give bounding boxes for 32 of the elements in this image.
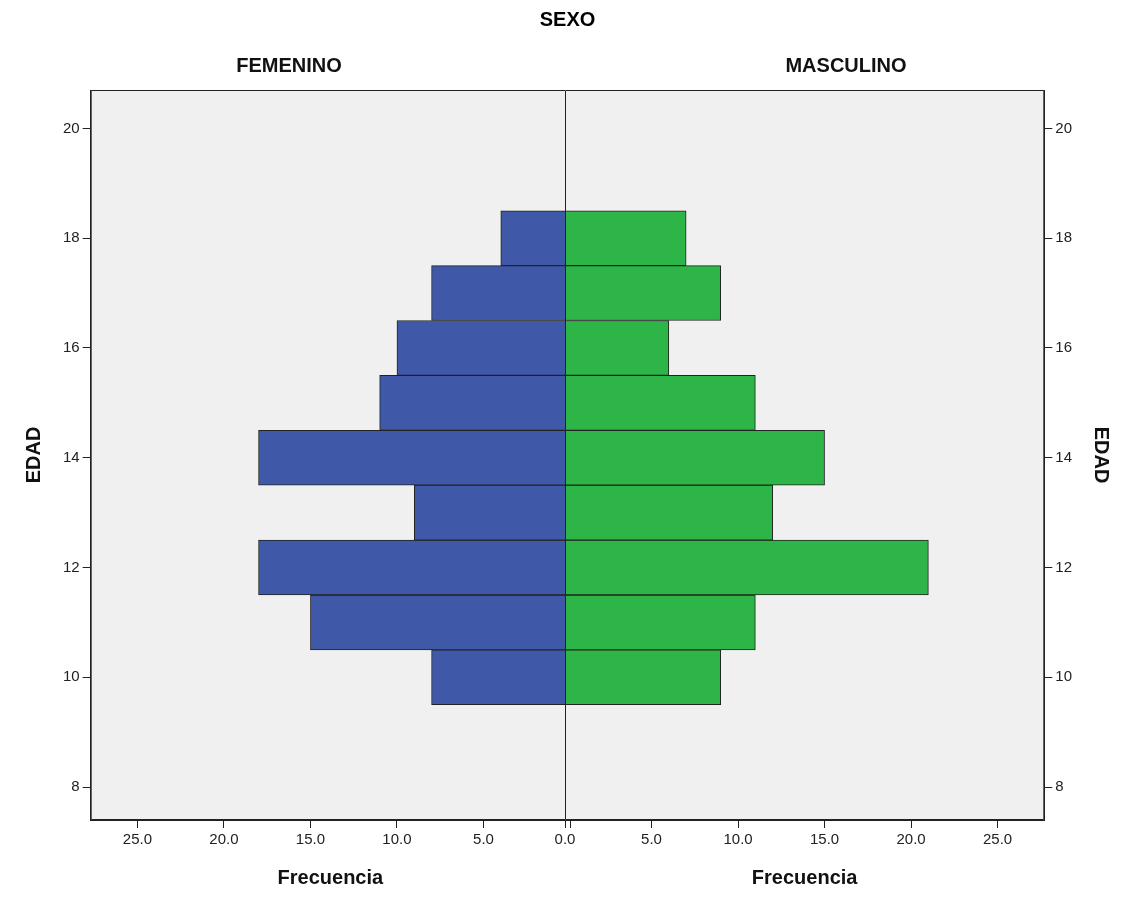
- x-tick-label: 5.0: [473, 830, 494, 848]
- chart-title: FEMENINO: [236, 53, 342, 76]
- y-axis-title: EDAD: [21, 426, 44, 484]
- y-axis-title: EDAD: [1091, 426, 1114, 484]
- x-tick-label: 0.0: [554, 830, 576, 848]
- y-tick-label: 20: [1055, 118, 1072, 136]
- y-tick-label: 12: [63, 557, 80, 575]
- y-tick-label: 10: [1055, 667, 1072, 685]
- x-tick-label: 15.0: [809, 830, 840, 848]
- y-tick-label: 16: [63, 338, 80, 356]
- x-axis-title: Frecuencia: [751, 865, 859, 888]
- x-tick-label: 20.0: [896, 830, 926, 848]
- y-tick-label: 8: [1055, 777, 1064, 795]
- x-tick-label: 10.0: [382, 830, 412, 848]
- x-tick-label: 25.0: [982, 830, 1013, 848]
- y-tick-label: 14: [1055, 447, 1072, 465]
- x-tick-label: 15.0: [295, 830, 326, 848]
- x-tick-label: 20.0: [209, 830, 239, 848]
- y-tick-label: 20: [63, 118, 80, 136]
- x-axis-title: Frecuencia: [277, 865, 385, 888]
- chart-title: MASCULINO: [785, 53, 907, 76]
- text: SEXO: [538, 8, 597, 31]
- y-tick-label: 14: [63, 447, 80, 465]
- y-tick-label: 8: [71, 777, 80, 795]
- y-tick-label: 18: [63, 228, 80, 246]
- x-tick-label: 25.0: [122, 830, 153, 848]
- y-tick-label: 16: [1055, 338, 1072, 356]
- y-tick-label: 10: [63, 667, 80, 685]
- x-tick-label: 5.0: [641, 830, 662, 848]
- y-tick-label: 18: [1055, 228, 1072, 246]
- x-tick-label: 10.0: [723, 830, 753, 848]
- y-tick-label: 12: [1055, 557, 1072, 575]
